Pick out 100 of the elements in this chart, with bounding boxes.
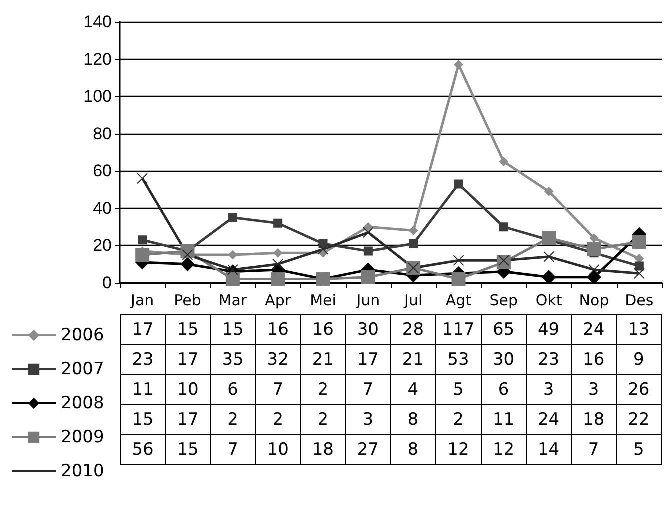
legend-label: 2008: [61, 394, 104, 414]
data-label: 15: [210, 314, 256, 344]
data-label: 21: [390, 344, 436, 374]
y-tick-label: 140: [84, 12, 112, 32]
point: [498, 255, 510, 266]
data-label: 35: [210, 344, 256, 374]
point: [590, 234, 599, 243]
data-label: 17: [346, 344, 391, 374]
data-label: 2: [436, 404, 482, 434]
legend-label: 2009: [61, 428, 104, 448]
data-label: 22: [616, 404, 662, 434]
point: [318, 244, 329, 255]
data-label: 30: [346, 314, 391, 344]
data-label: 23: [526, 344, 572, 374]
x-tick-label: Mei: [310, 292, 336, 310]
data-label: 2: [300, 404, 346, 434]
point: [634, 268, 645, 280]
legend-label: 2007: [61, 360, 104, 380]
data-label: 24: [571, 314, 616, 344]
data-label: 56: [120, 434, 166, 464]
data-label: 10: [256, 434, 301, 464]
data-label: 5: [616, 434, 662, 464]
x-tick-label: Des: [625, 292, 654, 310]
x-tick-label: Okt: [536, 292, 562, 310]
data-label: 3: [346, 404, 391, 434]
y-tick-label: 80: [93, 124, 112, 144]
data-label: 3: [526, 374, 572, 404]
data-label: 53: [436, 344, 482, 374]
data-label: 49: [526, 314, 572, 344]
data-label: 16: [571, 344, 616, 374]
x-tick-label: Jun: [356, 292, 380, 310]
point: [226, 272, 240, 286]
data-label: 23: [120, 344, 166, 374]
point: [544, 187, 554, 196]
point: [136, 248, 150, 262]
data-label: 16: [256, 314, 301, 344]
data-label: 2: [300, 374, 346, 404]
data-label: 9: [616, 344, 662, 374]
point: [632, 234, 646, 249]
x-tick-label: Jan: [130, 292, 154, 310]
data-label: 11: [481, 404, 526, 434]
x-tick-label: Peb: [174, 292, 202, 310]
data-label: 32: [256, 344, 301, 374]
data-label: 5: [436, 374, 482, 404]
point: [180, 257, 195, 272]
data-label: 18: [571, 404, 616, 434]
data-label: 13: [616, 314, 662, 344]
data-label: 8: [390, 404, 436, 434]
data-label: 17: [166, 404, 211, 434]
data-label: 15: [120, 404, 166, 434]
data-label: 12: [436, 434, 482, 464]
point: [271, 272, 286, 286]
point: [362, 227, 374, 238]
x-tick-label: Mar: [218, 292, 248, 310]
point: [274, 248, 283, 258]
point: [274, 218, 283, 228]
data-label: 26: [616, 374, 662, 404]
point: [361, 270, 376, 284]
y-tick-label: 40: [93, 198, 112, 218]
data-label: 24: [526, 404, 572, 434]
point: [364, 222, 373, 232]
data-label: 4: [390, 374, 436, 404]
point: [272, 258, 284, 270]
x-tick-label: Sep: [490, 292, 518, 310]
data-label: 14: [526, 434, 572, 464]
point: [544, 251, 555, 262]
data-label: 7: [256, 374, 301, 404]
x-tick-label: Agt: [446, 292, 472, 310]
y-tick-label: 100: [84, 87, 112, 106]
x-tick-label: Nop: [579, 292, 610, 310]
data-label: 21: [300, 344, 346, 374]
y-tick-label: 20: [93, 236, 112, 256]
data-label: 15: [166, 434, 211, 464]
data-label: 117: [436, 314, 482, 344]
data-label: 6: [210, 374, 256, 404]
data-label: 15: [166, 314, 211, 344]
point: [542, 231, 556, 246]
data-label: 65: [481, 314, 526, 344]
data-label: 17: [120, 314, 166, 344]
data-label: 11: [120, 374, 166, 404]
point: [542, 270, 556, 284]
point: [588, 264, 600, 276]
data-label: 16: [300, 314, 346, 344]
data-label: 3: [571, 374, 616, 404]
point: [138, 236, 148, 245]
data-label: 7: [346, 374, 391, 404]
point: [499, 222, 508, 232]
point: [587, 242, 602, 256]
data-label: 7: [210, 434, 256, 464]
x-tick-label: Apr: [265, 292, 292, 310]
legend-label: 2006: [61, 326, 104, 346]
point: [227, 264, 238, 276]
y-tick-label: 120: [84, 50, 112, 69]
point: [409, 226, 418, 236]
point: [452, 272, 466, 286]
data-label: 18: [300, 434, 346, 464]
point: [454, 180, 464, 189]
point: [409, 239, 418, 248]
point: [453, 255, 464, 266]
data-label: 28: [390, 314, 436, 344]
